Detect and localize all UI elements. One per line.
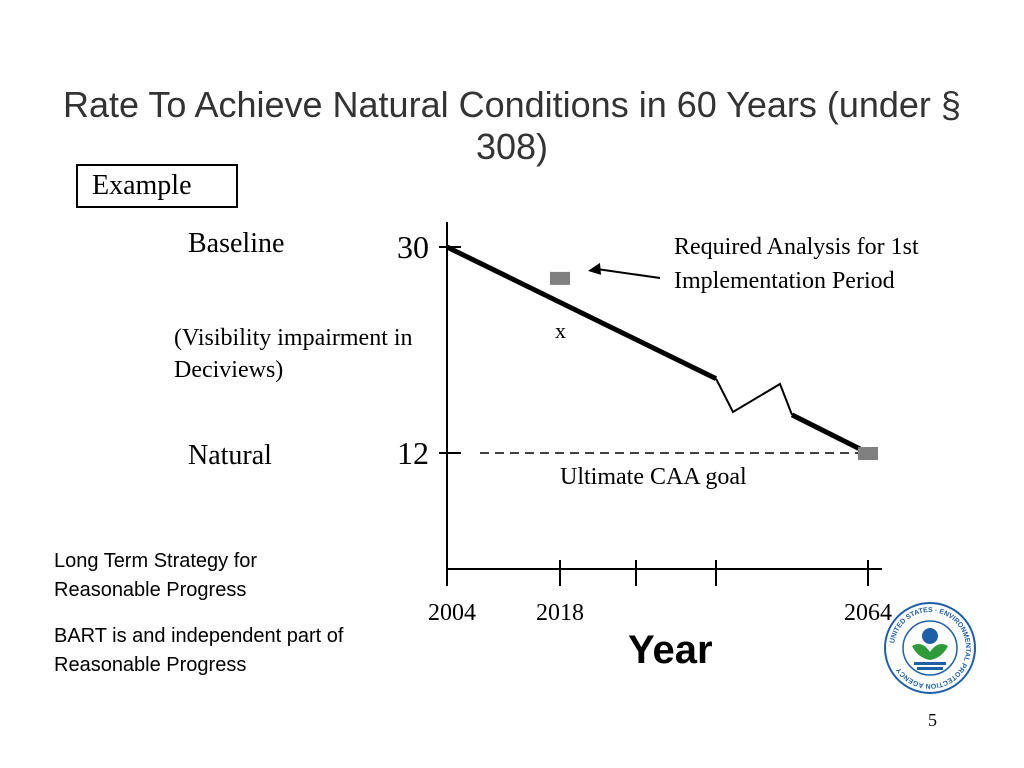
x-tick-label: 2064 xyxy=(844,600,892,626)
goal-label: Ultimate CAA goal xyxy=(560,464,747,490)
annotation-arrow xyxy=(595,267,661,279)
x-tick-label: 2004 xyxy=(428,600,476,626)
y-axis-label: (Visibility impairment in Deciviews) xyxy=(174,325,413,383)
annotation-arrowhead xyxy=(588,262,601,275)
data-marker xyxy=(550,271,570,285)
example-label: Example xyxy=(76,164,238,208)
natural-label: Natural xyxy=(188,440,272,471)
y-tick-label: 12 xyxy=(397,435,429,471)
slide-title: Rate To Achieve Natural Conditions in 60… xyxy=(63,84,961,167)
note-long-term-strategy: Long Term Strategy for Reasonable Progre… xyxy=(54,550,258,601)
y-tick-label: 30 xyxy=(397,229,429,265)
baseline-label: Baseline xyxy=(188,228,285,259)
data-marker xyxy=(858,447,878,460)
marker-label-below: x xyxy=(555,318,566,343)
annotation-text: Required Analysis for 1st Implementation… xyxy=(674,234,919,294)
series-line xyxy=(445,244,718,381)
series-line xyxy=(790,412,870,456)
page-number: 5 xyxy=(928,710,937,730)
note-bart: BART is and independent part of Reasonab… xyxy=(54,625,344,676)
axis-break-zigzag xyxy=(715,378,793,416)
epa-logo: UNITED STATES · ENVIRONMENTAL PROTECTION… xyxy=(884,602,976,694)
x-axis-title: Year xyxy=(628,628,713,672)
x-tick-label: 2018 xyxy=(536,600,584,626)
